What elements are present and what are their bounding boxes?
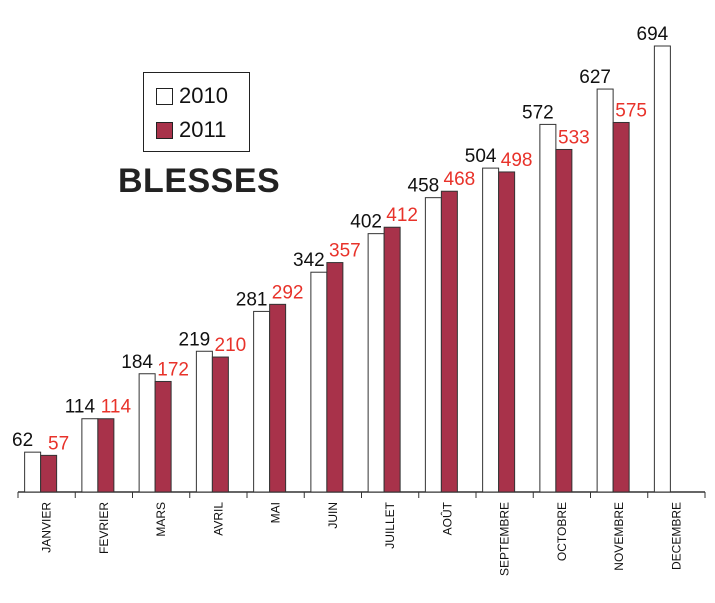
data-label-2011-novembre: 575 bbox=[615, 100, 647, 121]
x-tick-label-juillet: JUILLET bbox=[383, 501, 397, 548]
bar-2011-octobre bbox=[555, 148, 573, 493]
x-tick-label-janvier: JANVIER bbox=[40, 502, 54, 553]
bar-2011-novembre bbox=[612, 121, 630, 493]
bar-2011-fevrier bbox=[97, 418, 115, 493]
data-label-2011-mai: 292 bbox=[272, 282, 304, 303]
bar-2010-decembre bbox=[653, 45, 671, 493]
x-tick-label-decembre: DECEMBRE bbox=[669, 502, 683, 570]
data-label-2011-juillet: 412 bbox=[386, 205, 418, 226]
bar-2011-juin bbox=[326, 262, 344, 493]
legend: 2010 2011 bbox=[143, 72, 250, 152]
data-label-2010-janvier: 62 bbox=[12, 430, 33, 451]
data-label-2011-juin: 357 bbox=[329, 241, 361, 262]
bar-2010-mai bbox=[253, 310, 271, 493]
data-label-2011-mars: 172 bbox=[157, 359, 189, 380]
data-label-2011-octobre: 533 bbox=[558, 127, 590, 148]
x-tick-label-octobre: OCTOBRE bbox=[555, 502, 569, 561]
data-label-2011-janvier: 57 bbox=[48, 433, 69, 454]
bar-2011-mars bbox=[154, 380, 172, 493]
bar-2010-fevrier bbox=[81, 418, 99, 493]
x-tick-label-août: AOÛT bbox=[439, 501, 454, 535]
data-label-2010-decembre: 694 bbox=[637, 24, 669, 45]
data-label-2010-mars: 184 bbox=[121, 352, 153, 373]
data-label-2010-novembre: 627 bbox=[579, 67, 611, 88]
bar-2010-juin bbox=[310, 271, 328, 493]
bar-2010-avril bbox=[195, 350, 213, 493]
bar-2011-septembre bbox=[498, 171, 516, 493]
legend-label-2011: 2011 bbox=[179, 117, 227, 142]
data-label-2011-septembre: 498 bbox=[501, 150, 533, 171]
data-label-2011-avril: 210 bbox=[215, 335, 247, 356]
x-tick-label-septembre: SEPTEMBRE bbox=[498, 502, 512, 576]
chart-title: BLESSES bbox=[118, 162, 281, 200]
x-tick-label-mai: MAI bbox=[269, 502, 283, 523]
bar-2011-août bbox=[440, 190, 458, 493]
x-tick-label-mars: MARS bbox=[154, 502, 168, 537]
legend-swatch-2010 bbox=[156, 87, 173, 105]
data-label-2010-septembre: 504 bbox=[465, 146, 497, 167]
bar-2011-mai bbox=[269, 303, 287, 493]
bar-2011-avril bbox=[211, 356, 229, 493]
data-label-2010-juin: 342 bbox=[293, 250, 325, 271]
bar-2010-septembre bbox=[482, 167, 500, 493]
data-label-2011-août: 468 bbox=[444, 169, 476, 190]
data-label-2010-fevrier: 114 bbox=[65, 397, 96, 418]
data-label-2011-fevrier: 114 bbox=[101, 397, 132, 418]
bar-2011-juillet bbox=[383, 226, 401, 493]
legend-label-2010: 2010 bbox=[179, 83, 228, 108]
legend-item-2010: 2010 bbox=[156, 83, 228, 109]
x-tick-label-fevrier: FEVRIER bbox=[97, 502, 111, 554]
data-label-2010-octobre: 572 bbox=[522, 102, 554, 123]
bar-2011-janvier bbox=[40, 454, 58, 493]
bar-2010-octobre bbox=[539, 123, 557, 493]
x-tick-label-novembre: NOVEMBRE bbox=[612, 502, 626, 571]
bar-2010-juillet bbox=[367, 233, 385, 493]
legend-swatch-2011 bbox=[156, 121, 173, 139]
bar-2010-août bbox=[424, 197, 442, 493]
bar-2010-mars bbox=[138, 373, 156, 493]
data-label-2010-mai: 281 bbox=[236, 289, 268, 310]
data-label-2010-août: 458 bbox=[408, 176, 440, 197]
x-tick-label-avril: AVRIL bbox=[211, 502, 225, 536]
data-label-2010-avril: 219 bbox=[179, 329, 211, 350]
data-label-2010-juillet: 402 bbox=[350, 212, 382, 233]
x-tick-label-juin: JUIN bbox=[326, 502, 340, 529]
bar-2010-novembre bbox=[596, 88, 614, 493]
legend-item-2011: 2011 bbox=[156, 117, 226, 143]
bar-2010-janvier bbox=[24, 451, 42, 493]
